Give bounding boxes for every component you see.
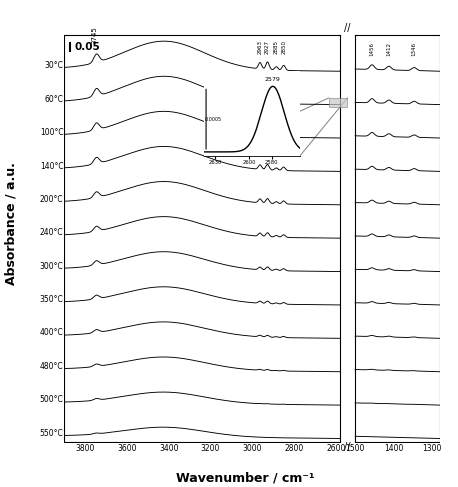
Text: 100°C: 100°C [40, 128, 63, 137]
Text: 30°C: 30°C [44, 61, 63, 71]
Text: 1300: 1300 [422, 444, 442, 453]
Text: 3200: 3200 [201, 444, 220, 453]
Text: 500°C: 500°C [40, 395, 63, 404]
Text: 1456: 1456 [370, 42, 375, 56]
Text: 60°C: 60°C [44, 95, 63, 104]
Text: //: // [344, 23, 351, 33]
Text: 3745: 3745 [92, 26, 98, 44]
Text: Wavenumber / cm⁻¹: Wavenumber / cm⁻¹ [176, 471, 314, 485]
Text: 3600: 3600 [117, 444, 136, 453]
Text: 300°C: 300°C [40, 262, 63, 271]
Text: 2885: 2885 [274, 40, 279, 54]
Text: 0.0005: 0.0005 [204, 116, 222, 122]
Text: 0.05: 0.05 [74, 42, 100, 52]
Text: 2963: 2963 [257, 40, 262, 54]
Text: Absorbance / a.u.: Absorbance / a.u. [5, 163, 18, 285]
Text: 350°C: 350°C [40, 295, 63, 304]
Text: 3000: 3000 [243, 444, 262, 453]
Text: 1400: 1400 [384, 444, 403, 453]
Text: 1500: 1500 [345, 444, 365, 453]
Text: 400°C: 400°C [40, 329, 63, 337]
Bar [329, 98, 348, 107]
Text: 2850: 2850 [281, 40, 286, 54]
Text: 240°C: 240°C [40, 228, 63, 237]
Text: 3800: 3800 [76, 444, 95, 453]
Text: //: // [344, 442, 351, 452]
Text: 1346: 1346 [412, 42, 417, 56]
Text: 480°C: 480°C [40, 362, 63, 371]
Text: 3400: 3400 [159, 444, 179, 453]
Text: 200°C: 200°C [40, 195, 63, 204]
Text: 140°C: 140°C [40, 162, 63, 170]
Text: 2600: 2600 [326, 444, 346, 453]
Text: 550°C: 550°C [40, 429, 63, 438]
Text: 1412: 1412 [387, 42, 392, 56]
Text: 2579: 2579 [265, 77, 281, 82]
Text: 2927: 2927 [265, 40, 270, 54]
Text: 2800: 2800 [284, 444, 304, 453]
